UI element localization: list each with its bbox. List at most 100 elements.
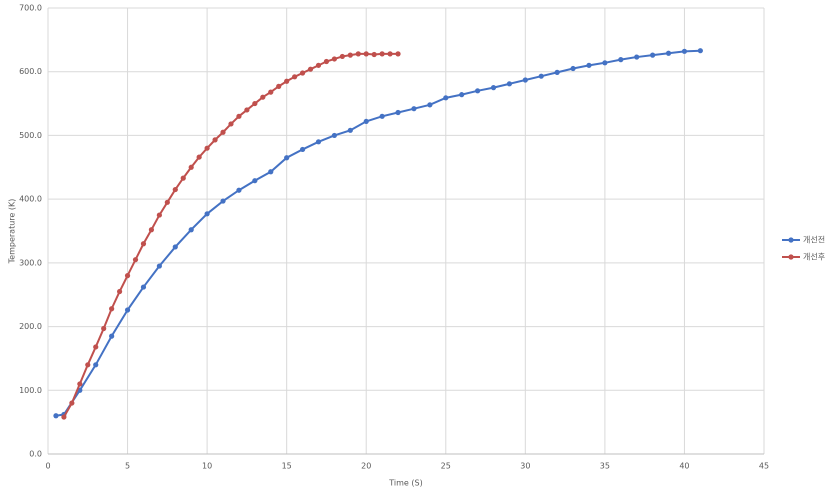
data-point: [618, 57, 624, 63]
data-point: [77, 381, 83, 387]
data-point: [236, 187, 242, 193]
data-point: [602, 60, 608, 66]
data-point: [554, 69, 560, 75]
data-point: [268, 169, 274, 175]
data-point: [172, 186, 178, 193]
data-point: [61, 414, 67, 420]
data-point: [236, 113, 242, 119]
data-point: [284, 155, 290, 161]
x-tick-label: 0: [45, 462, 50, 471]
data-point: [538, 73, 544, 79]
data-point: [331, 132, 337, 139]
data-point: [459, 92, 465, 98]
data-point: [379, 113, 385, 119]
data-point: [315, 139, 322, 145]
data-point: [339, 53, 345, 60]
data-point: [379, 51, 385, 57]
data-point: [220, 198, 226, 204]
data-point: [124, 273, 131, 279]
data-point: [292, 74, 298, 80]
data-point: [172, 244, 178, 250]
data-point: [395, 51, 401, 57]
y-tick-label: 700.0: [19, 4, 42, 13]
data-point: [427, 102, 433, 108]
data-point: [244, 107, 250, 113]
data-point: [228, 121, 234, 127]
data-point: [347, 127, 353, 133]
data-point: [204, 145, 210, 151]
data-point: [188, 227, 194, 233]
data-point: [196, 154, 202, 160]
data-point: [93, 362, 99, 368]
y-tick-label: 600.0: [19, 67, 42, 76]
data-point: [101, 325, 107, 332]
data-point: [665, 50, 672, 56]
y-tick-label: 200.0: [19, 322, 42, 331]
data-point: [268, 89, 274, 95]
data-point: [697, 48, 703, 54]
data-point: [522, 77, 528, 83]
y-tick-label: 0.0: [29, 450, 42, 459]
y-tick-label: 100.0: [19, 386, 42, 395]
data-point: [506, 81, 513, 87]
data-point: [347, 52, 353, 58]
data-point: [148, 227, 155, 233]
data-point: [284, 78, 290, 84]
x-tick-label: 5: [125, 462, 130, 471]
data-point: [140, 284, 147, 290]
data-point: [85, 362, 91, 368]
data-point: [586, 62, 592, 68]
data-point: [204, 211, 210, 217]
data-point: [53, 413, 59, 419]
data-point: [252, 100, 258, 107]
data-point: [443, 95, 449, 101]
data-point: [188, 164, 194, 170]
data-point: [132, 257, 139, 263]
x-tick-label: 30: [520, 462, 530, 471]
data-point: [634, 54, 640, 60]
y-tick-label: 300.0: [19, 258, 42, 267]
data-point: [681, 48, 688, 54]
data-point: [117, 288, 123, 295]
y-tick-label: 500.0: [19, 131, 42, 140]
data-point: [315, 62, 322, 68]
series-line: [63, 52, 399, 418]
data-point: [475, 88, 481, 94]
x-tick-label: 35: [600, 462, 610, 471]
legend-marker: [788, 237, 794, 243]
data-point: [69, 400, 75, 406]
data-point: [570, 65, 576, 72]
x-axis-label: Time (S): [388, 479, 422, 488]
x-tick-label: 45: [759, 462, 769, 471]
x-tick-label: 10: [202, 462, 212, 471]
data-point: [212, 137, 218, 143]
y-axis-label: Temperature (K): [8, 199, 17, 265]
series-line: [55, 49, 701, 417]
data-point: [331, 56, 337, 62]
data-point: [299, 70, 306, 76]
data-point: [411, 106, 417, 112]
data-point: [650, 52, 656, 58]
data-point: [323, 58, 330, 65]
data-point: [140, 241, 147, 247]
data-point: [252, 178, 258, 184]
x-tick-label: 40: [679, 462, 689, 471]
data-point: [124, 307, 131, 313]
data-point: [156, 263, 162, 269]
data-point: [387, 51, 393, 57]
legend-label: 개선전: [803, 235, 825, 245]
legend-marker: [788, 254, 794, 260]
data-point: [93, 344, 99, 350]
data-point: [220, 129, 226, 135]
data-point: [395, 109, 401, 116]
data-point: [363, 51, 369, 57]
data-point: [371, 51, 377, 58]
data-point: [490, 85, 497, 91]
data-point: [164, 199, 170, 205]
data-point: [109, 306, 115, 312]
data-point: [299, 146, 306, 153]
data-point: [109, 333, 115, 339]
data-point: [276, 83, 282, 89]
data-point: [355, 51, 361, 57]
